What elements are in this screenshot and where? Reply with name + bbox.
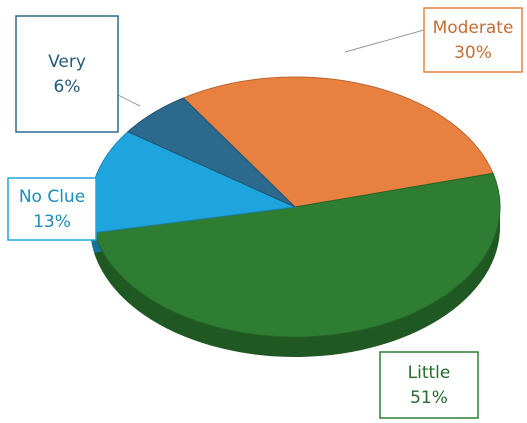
slice (93, 172, 501, 338)
value-label: 51% (410, 388, 448, 408)
label-box (7, 177, 97, 241)
leader-line (344, 29, 425, 53)
value-label: 30% (454, 43, 492, 63)
value-label: 13% (33, 212, 71, 232)
category-label: Little (408, 363, 451, 383)
value-label: 6% (54, 77, 81, 97)
category-label: No Clue (19, 187, 85, 207)
label-box (15, 15, 119, 133)
label-box (379, 351, 479, 419)
category-label: Very (48, 52, 86, 72)
slice (126, 97, 296, 208)
label-box (423, 7, 523, 73)
slice (182, 76, 494, 208)
leader-line (117, 94, 141, 107)
category-label: Moderate (433, 18, 514, 38)
